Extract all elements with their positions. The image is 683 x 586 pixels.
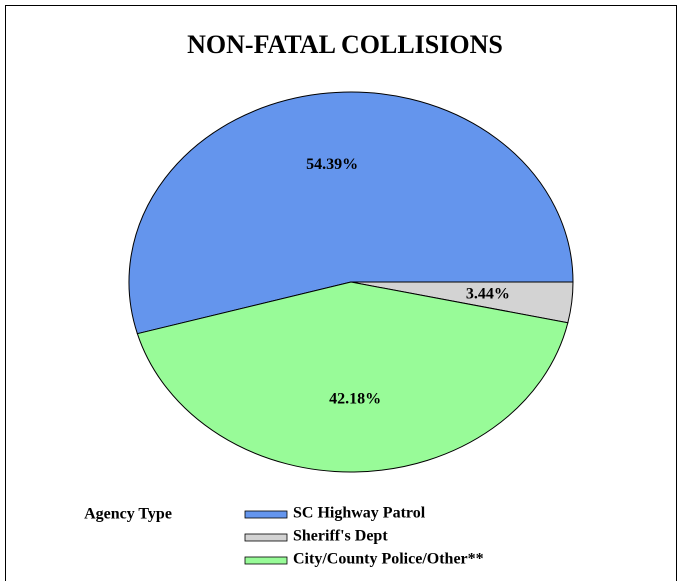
slice-label: 54.39% [306, 156, 358, 173]
slice-label: 42.18% [329, 390, 381, 407]
slice-label: 3.44% [466, 285, 510, 302]
legend-swatch [244, 510, 288, 519]
pie-slice [128, 91, 574, 335]
legend-label: Sheriff's Dept [293, 528, 388, 545]
pie-slice [136, 281, 569, 473]
chart-title: NON-FATAL COLLISIONS [187, 30, 503, 59]
legend-swatch [244, 556, 288, 565]
legend-swatch [244, 533, 288, 542]
legend-title: Agency Type [84, 506, 172, 523]
legend-label: SC Highway Patrol [293, 505, 426, 522]
legend-label: City/County Police/Other** [293, 551, 484, 568]
